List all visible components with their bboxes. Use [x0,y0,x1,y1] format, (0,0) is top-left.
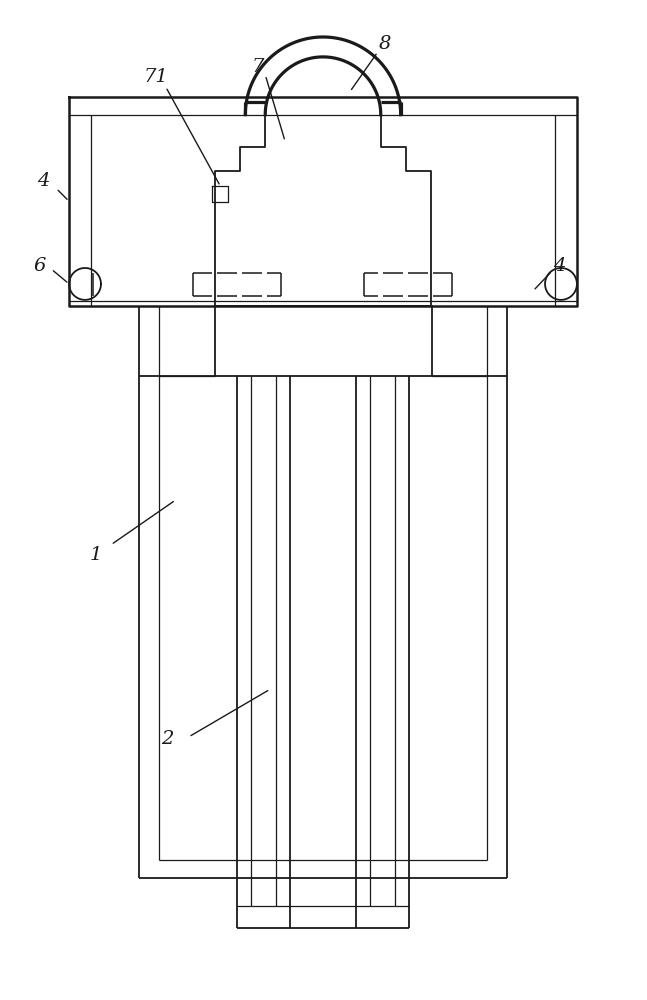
Text: 1: 1 [90,546,102,564]
Text: 71: 71 [144,68,168,86]
Text: 7: 7 [252,58,265,76]
Text: 6: 6 [33,257,45,275]
Text: 8: 8 [378,35,391,53]
Text: 4: 4 [553,257,565,275]
Text: 2: 2 [162,730,174,748]
Text: 4: 4 [37,172,49,190]
